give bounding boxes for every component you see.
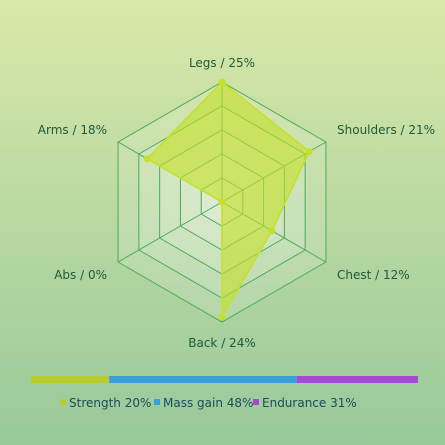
axis-label-arms: Arms / 18%: [38, 123, 107, 137]
axis-label-chest: Chest / 12%: [337, 268, 410, 282]
axis-label-back: Back / 24%: [188, 336, 255, 350]
axis-label-abs: Abs / 0%: [54, 268, 107, 282]
bar-segment-endurance: [296, 376, 418, 383]
axis-label-shoulders: Shoulders / 21%: [337, 123, 435, 137]
legend-swatch-endurance: [253, 399, 259, 405]
data-point-arms: [143, 155, 151, 163]
axis-label-legs: Legs / 25%: [189, 56, 255, 70]
bar-segment-mass-gain: [109, 376, 297, 383]
legend-swatch-strength: [60, 399, 66, 405]
legend-swatch-mass-gain: [154, 399, 160, 405]
legend-label-endurance: Endurance 31%: [262, 396, 357, 410]
data-point-shoulders: [305, 148, 313, 156]
distribution-bar: [31, 376, 418, 383]
data-point-legs: [218, 78, 226, 86]
legend-label-strength: Strength 20%: [69, 396, 151, 410]
data-point-back: [218, 313, 226, 321]
bar-segment-strength: [31, 376, 110, 383]
legend-label-mass-gain: Mass gain 48%: [163, 396, 253, 410]
radar-points: [143, 78, 313, 321]
legend: Strength 20% Mass gain 48% Endurance 31%: [60, 396, 357, 410]
radar-axis-labels: Legs / 25% Shoulders / 21% Chest / 12% Back…: [38, 56, 435, 350]
data-point-chest: [268, 227, 276, 235]
spoke-abs: [117, 201, 223, 263]
data-point-abs: [218, 198, 226, 206]
